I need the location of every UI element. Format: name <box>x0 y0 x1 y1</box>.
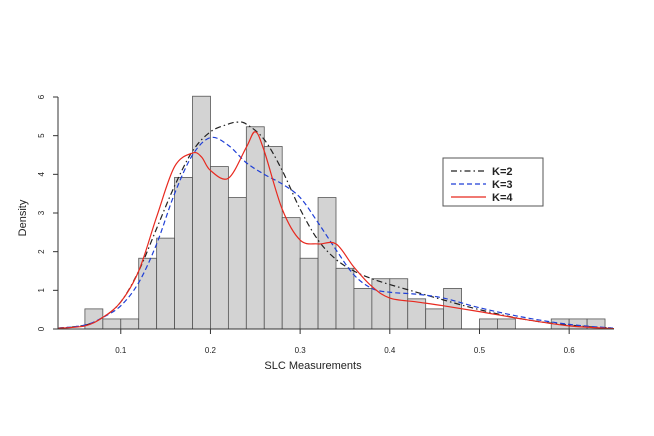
histogram-bar <box>245 126 265 330</box>
histogram-bar <box>210 166 229 330</box>
legend-label: K=4 <box>492 192 513 204</box>
y-tick-label: 3 <box>37 210 46 215</box>
density-curve-k-4 <box>57 131 615 330</box>
histogram-bar <box>425 308 445 330</box>
histogram-bar <box>317 197 337 330</box>
legend-label: K=2 <box>492 166 513 178</box>
histogram-bar <box>299 257 319 330</box>
x-axis-ticks: 0.1 0.2 0.3 0.4 0.5 0.6 <box>115 329 575 355</box>
x-tick-label: 0.1 <box>115 346 127 355</box>
histogram-bar <box>192 95 211 330</box>
density-curves <box>57 121 615 330</box>
histogram-bar <box>497 318 516 330</box>
histogram-bar <box>353 287 373 330</box>
y-axis-title: Density <box>17 199 29 236</box>
x-tick-label: 0.6 <box>564 346 576 355</box>
y-tick-label: 0 <box>37 326 46 331</box>
y-axis-ticks: 0 1 2 3 4 5 6 <box>37 94 58 331</box>
histogram-bars <box>84 95 606 330</box>
histogram-bar <box>281 217 301 330</box>
y-tick-label: 2 <box>37 249 46 254</box>
histogram-bar <box>479 318 498 330</box>
y-tick-label: 1 <box>37 288 46 293</box>
histogram-bar <box>263 146 283 330</box>
histogram-bar <box>174 177 193 330</box>
legend: K=2K=3K=4 <box>442 157 544 207</box>
histogram-bar <box>156 237 175 330</box>
histogram-bar <box>120 318 140 330</box>
x-tick-label: 0.2 <box>205 346 217 355</box>
x-tick-label: 0.3 <box>295 346 307 355</box>
histogram-bar <box>371 278 391 330</box>
legend-box <box>442 157 544 207</box>
density-curve-k-3 <box>57 136 615 329</box>
legend-label: K=3 <box>492 179 513 191</box>
histogram-bar <box>335 267 355 330</box>
x-axis-title: SLC Measurements <box>264 360 362 372</box>
y-tick-label: 5 <box>37 133 46 138</box>
histogram-bar <box>102 318 122 330</box>
x-tick-label: 0.5 <box>474 346 486 355</box>
legend-entries: K=2K=3K=4 <box>451 166 513 204</box>
histogram-bar <box>227 197 247 330</box>
histogram-bar <box>389 278 409 330</box>
x-tick-label: 0.4 <box>384 346 396 355</box>
y-tick-label: 6 <box>37 94 46 99</box>
y-tick-label: 4 <box>37 172 46 177</box>
histogram-bar <box>138 257 158 330</box>
